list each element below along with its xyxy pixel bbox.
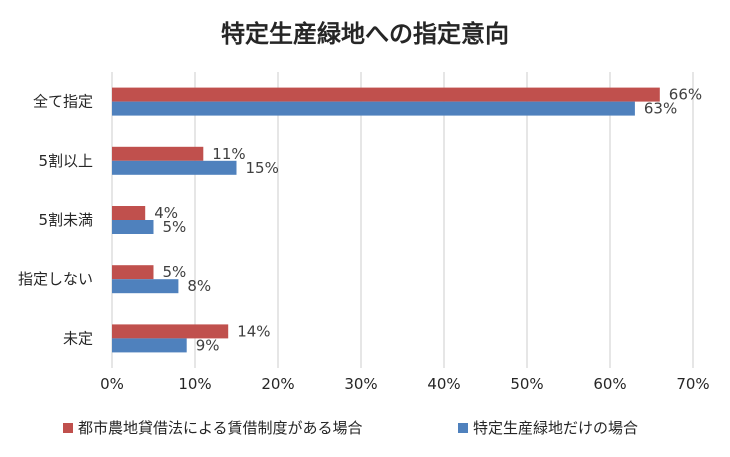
x-tick-label: 40% — [427, 375, 460, 393]
bar-with-lease — [112, 87, 660, 102]
bars — [112, 87, 660, 353]
category-label: 未定 — [63, 329, 93, 347]
data-label: 11% — [212, 145, 245, 163]
grid-lines — [111, 72, 694, 368]
data-label: 15% — [246, 159, 279, 177]
data-label: 14% — [237, 322, 270, 340]
bar-only-green — [112, 220, 154, 234]
x-tick-labels: 0% 10% 20% 30% 40% 50% 60% 70% — [100, 375, 710, 393]
x-tick-label: 20% — [261, 375, 294, 393]
data-label: 8% — [187, 277, 211, 295]
data-label: 63% — [644, 100, 677, 118]
x-tick-label: 50% — [510, 375, 543, 393]
category-label: 5割以上 — [38, 152, 93, 170]
legend-label: 都市農地貸借法による賃借制度がある場合 — [78, 419, 363, 437]
category-label: 5割未満 — [38, 211, 93, 229]
data-label: 5% — [163, 218, 187, 236]
bar-only-green — [112, 279, 179, 294]
bar-only-green — [112, 160, 237, 175]
x-tick-label: 70% — [676, 375, 709, 393]
x-tick-label: 10% — [178, 375, 211, 393]
bar-with-lease — [112, 206, 146, 220]
data-labels: 66%63%11%15%4%5%5%8%14%9% — [154, 86, 702, 355]
data-label: 66% — [669, 86, 702, 104]
data-label: 9% — [196, 336, 220, 354]
category-label: 指定しない — [18, 270, 93, 288]
legend-label: 特定生産緑地だけの場合 — [473, 419, 638, 437]
bar-only-green — [112, 338, 187, 353]
x-tick-label: 60% — [593, 375, 626, 393]
data-label: 5% — [163, 263, 187, 281]
bar-with-lease — [112, 265, 154, 280]
legend-swatch — [63, 423, 73, 433]
bar-with-lease — [112, 146, 204, 161]
bar-with-lease — [112, 324, 229, 339]
data-label: 4% — [154, 204, 178, 222]
legend-swatch — [458, 423, 468, 433]
legend: 都市農地貸借法による賃借制度がある場合 特定生産緑地だけの場合 — [63, 419, 638, 437]
bar-only-green — [112, 101, 635, 116]
category-label: 全て指定 — [33, 93, 93, 111]
x-tick-label: 30% — [344, 375, 377, 393]
chart-title: 特定生産緑地への指定意向 — [221, 20, 509, 48]
x-tick-label: 0% — [100, 375, 124, 393]
